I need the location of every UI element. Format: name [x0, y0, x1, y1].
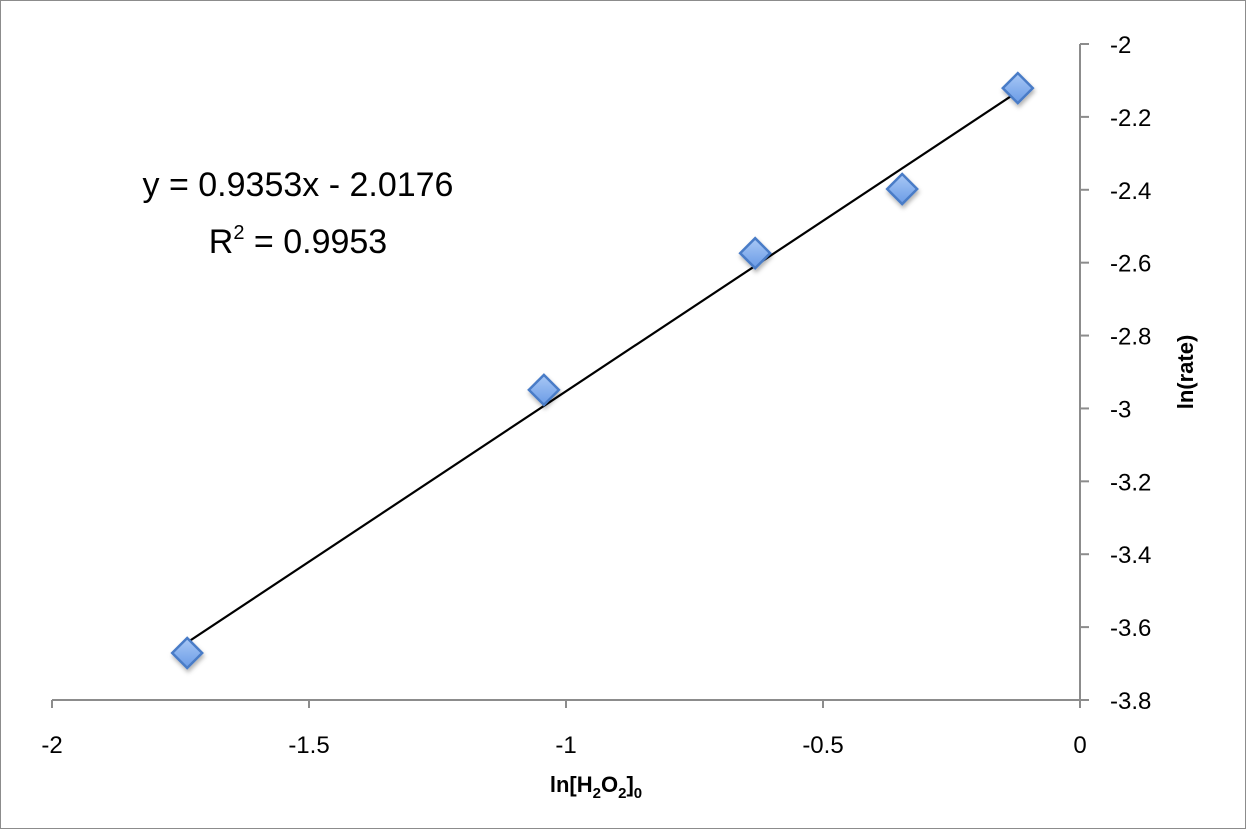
y-tick-label: -3 [1110, 396, 1131, 423]
x-tick-label: -0.5 [802, 732, 843, 759]
y-tick-label: -3.6 [1110, 615, 1151, 642]
y-tick-label: -3.8 [1110, 688, 1151, 715]
y-tick-label: -2.2 [1110, 105, 1151, 132]
y-tick-label: -2.4 [1110, 178, 1151, 205]
x-axis-title: ln[H2O2]0 [550, 772, 642, 802]
y-tick-label: -2 [1110, 32, 1131, 59]
x-tick-label: 0 [1073, 732, 1086, 759]
y-tick-label: -3.2 [1110, 469, 1151, 496]
y-tick-label: -2.6 [1110, 251, 1151, 278]
x-tick-label: -1.5 [288, 732, 329, 759]
data-point [738, 236, 772, 270]
data-point [1001, 71, 1035, 105]
x-tick-label: -2 [41, 732, 62, 759]
y-tick-label: -2.8 [1110, 324, 1151, 351]
trendline-equation: y = 0.9353x - 2.0176 [143, 166, 454, 204]
y-axis-title: ln(rate) [1173, 335, 1198, 410]
trendline [186, 90, 1019, 644]
r-squared-label: R2 = 0.9953 [209, 222, 387, 261]
data-point [885, 172, 919, 206]
data-point [170, 636, 204, 670]
x-tick-label: -1 [555, 732, 576, 759]
data-point [527, 373, 561, 407]
y-tick-label: -3.4 [1110, 542, 1151, 569]
